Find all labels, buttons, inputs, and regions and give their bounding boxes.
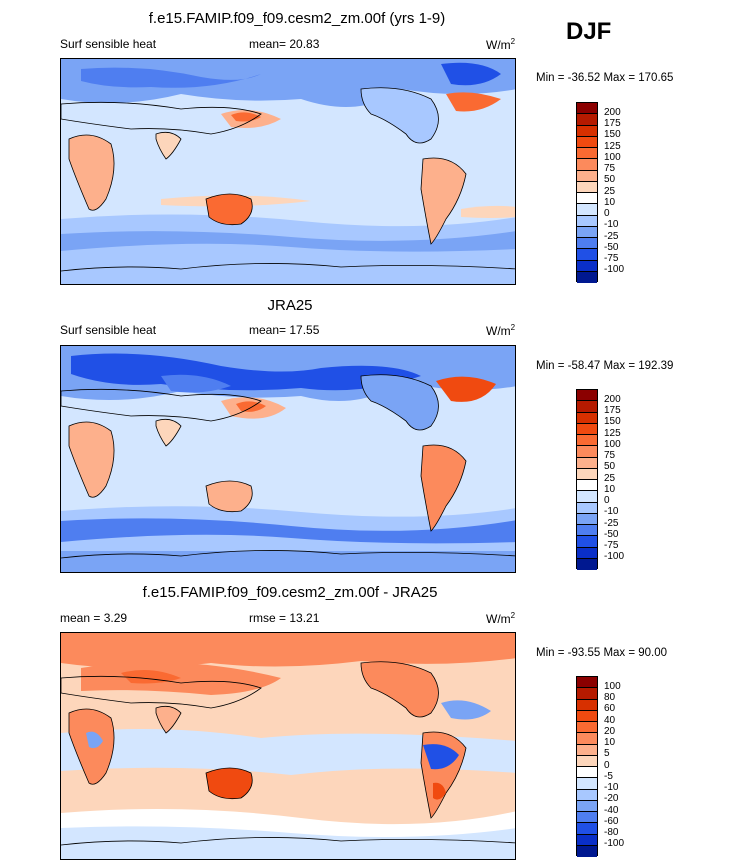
cbar-tick: -10 [604,506,619,517]
cbar-tick: 80 [604,692,616,703]
cbar-tick: 175 [604,405,621,416]
panel2-left-label: Surf sensible heat [60,323,157,337]
cbar-tick: -80 [604,827,619,838]
panel3-map [60,632,516,860]
panel2-title: JRA25 [267,297,313,314]
cbar-tick: -25 [604,518,619,529]
cbar-tick: 10 [604,197,616,208]
panel1-left-label: Surf sensible heat [60,37,157,51]
cbar-tick: 150 [604,129,621,140]
cbar-tick: -100 [604,838,625,849]
cbar-tick: 100 [604,439,621,450]
cbar-tick: 175 [604,118,621,129]
cbar-tick: -100 [604,264,625,275]
cbar-tick: 200 [604,107,621,118]
cbar-tick: -10 [604,782,619,793]
cbar-tick: -20 [604,793,619,804]
cbar-tick: -60 [604,816,619,827]
cbar-tick: 40 [604,715,616,726]
panel1-mean-label: mean= 20.83 [249,37,320,51]
cbar-tick: 50 [604,174,616,185]
panel2-map [60,345,516,573]
cbar-tick: -40 [604,805,619,816]
cbar-tick: 125 [604,428,621,439]
panel1-colorbar [576,102,598,283]
cbar-tick: 125 [604,141,621,152]
cbar-tick: -25 [604,231,619,242]
cbar-tick: 25 [604,186,616,197]
cbar-tick: 200 [604,394,621,405]
cbar-tick: 60 [604,703,616,714]
cbar-tick: -5 [604,771,613,782]
cbar-tick: 0 [604,760,610,771]
cbar-tick: 150 [604,416,621,427]
cbar-tick: 0 [604,208,610,219]
panel1-unit-label: W/m2 [486,37,516,52]
cbar-tick: 75 [604,163,616,174]
panel2-mean-label: mean= 17.55 [249,323,320,337]
panel3-rmse-label: rmse = 13.21 [249,611,320,625]
panel1-map [60,58,516,285]
cbar-tick: -50 [604,242,619,253]
cbar-tick: 20 [604,726,616,737]
panel3-unit-label: W/m2 [486,611,516,626]
cbar-tick: 10 [604,737,616,748]
cbar-tick: -10 [604,219,619,230]
panel3-colorbar [576,676,598,857]
cbar-tick: -50 [604,529,619,540]
cbar-tick: 75 [604,450,616,461]
cbar-tick: -100 [604,551,625,562]
cbar-tick: 0 [604,495,610,506]
panel3-mean-label: mean = 3.29 [60,611,128,625]
panel2-minmax: Min = -58.47 Max = 192.39 [536,360,674,372]
cbar-tick: -75 [604,540,619,551]
cbar-tick: 100 [604,681,621,692]
panel1-minmax: Min = -36.52 Max = 170.65 [536,72,674,84]
panel2-colorbar [576,389,598,570]
panel3-minmax: Min = -93.55 Max = 90.00 [536,647,668,659]
cbar-tick: 50 [604,461,616,472]
cbar-tick: 5 [604,748,610,759]
season-label: DJF [566,18,612,45]
panel1-title: f.e15.FAMIP.f09_f09.cesm2_zm.00f (yrs 1-… [148,10,446,27]
panel3-title: f.e15.FAMIP.f09_f09.cesm2_zm.00f - JRA25 [142,584,438,601]
cbar-tick: 25 [604,473,616,484]
cbar-tick: -75 [604,253,619,264]
cbar-tick: 100 [604,152,621,163]
cbar-tick: 10 [604,484,616,495]
panel2-unit-label: W/m2 [486,323,516,338]
